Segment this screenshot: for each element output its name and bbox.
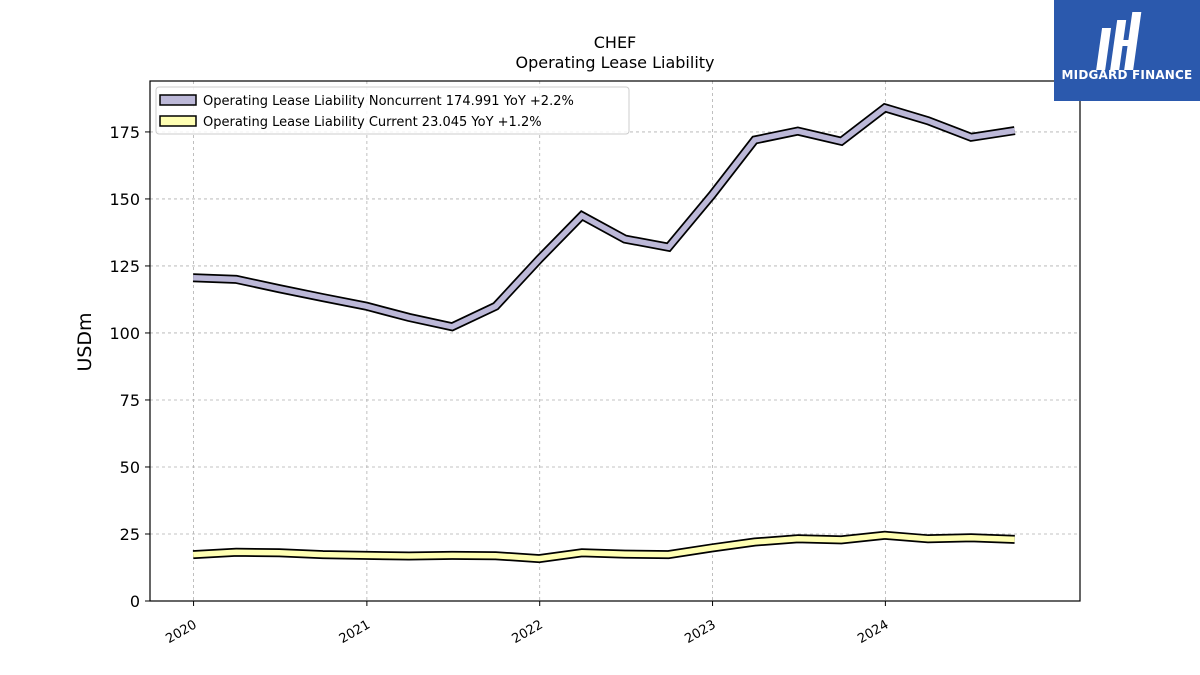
x-tick-label: 2023 <box>682 617 718 647</box>
y-tick-label: 0 <box>130 592 140 611</box>
logo-mark-icon <box>1096 12 1142 70</box>
y-tick-label: 100 <box>109 324 140 343</box>
chart-subtitle: Operating Lease Liability <box>515 53 714 72</box>
series-layer <box>192 102 1016 564</box>
y-tick-label: 175 <box>109 123 140 142</box>
y-tick-label: 150 <box>109 190 140 209</box>
series-line <box>192 532 1015 562</box>
brand-logo: MIDGARD FINANCE <box>1054 0 1200 101</box>
x-axis: 2020 2021 2022 2023 2024 <box>163 601 891 647</box>
x-tick-label: 2022 <box>510 617 546 647</box>
plot-frame <box>149 80 1081 602</box>
x-tick-label: 2024 <box>855 617 891 647</box>
legend-swatch <box>159 115 197 127</box>
legend-box <box>155 86 630 135</box>
chart-title: CHEF <box>594 33 637 52</box>
y-tick-label: 75 <box>120 391 140 410</box>
legend-label: Operating Lease Liability Noncurrent 174… <box>203 94 574 109</box>
legend-swatch <box>159 94 197 106</box>
x-tick-label: 2020 <box>163 617 199 647</box>
y-tick-label: 125 <box>109 257 140 276</box>
y-axis: 0 25 50 75 100 125 150 175 <box>109 123 150 611</box>
x-tick-label: 2021 <box>337 617 373 647</box>
logo-text: MIDGARD FINANCE <box>1061 68 1193 82</box>
y-tick-label: 25 <box>120 525 140 544</box>
legend: Operating Lease Liability Noncurrent 174… <box>155 86 630 135</box>
y-tick-label: 50 <box>120 458 140 477</box>
legend-label: Operating Lease Liability Current 23.045… <box>203 115 542 130</box>
series-line <box>192 104 1016 330</box>
grid-lines <box>150 81 1080 602</box>
y-axis-label: USDm <box>74 312 96 371</box>
